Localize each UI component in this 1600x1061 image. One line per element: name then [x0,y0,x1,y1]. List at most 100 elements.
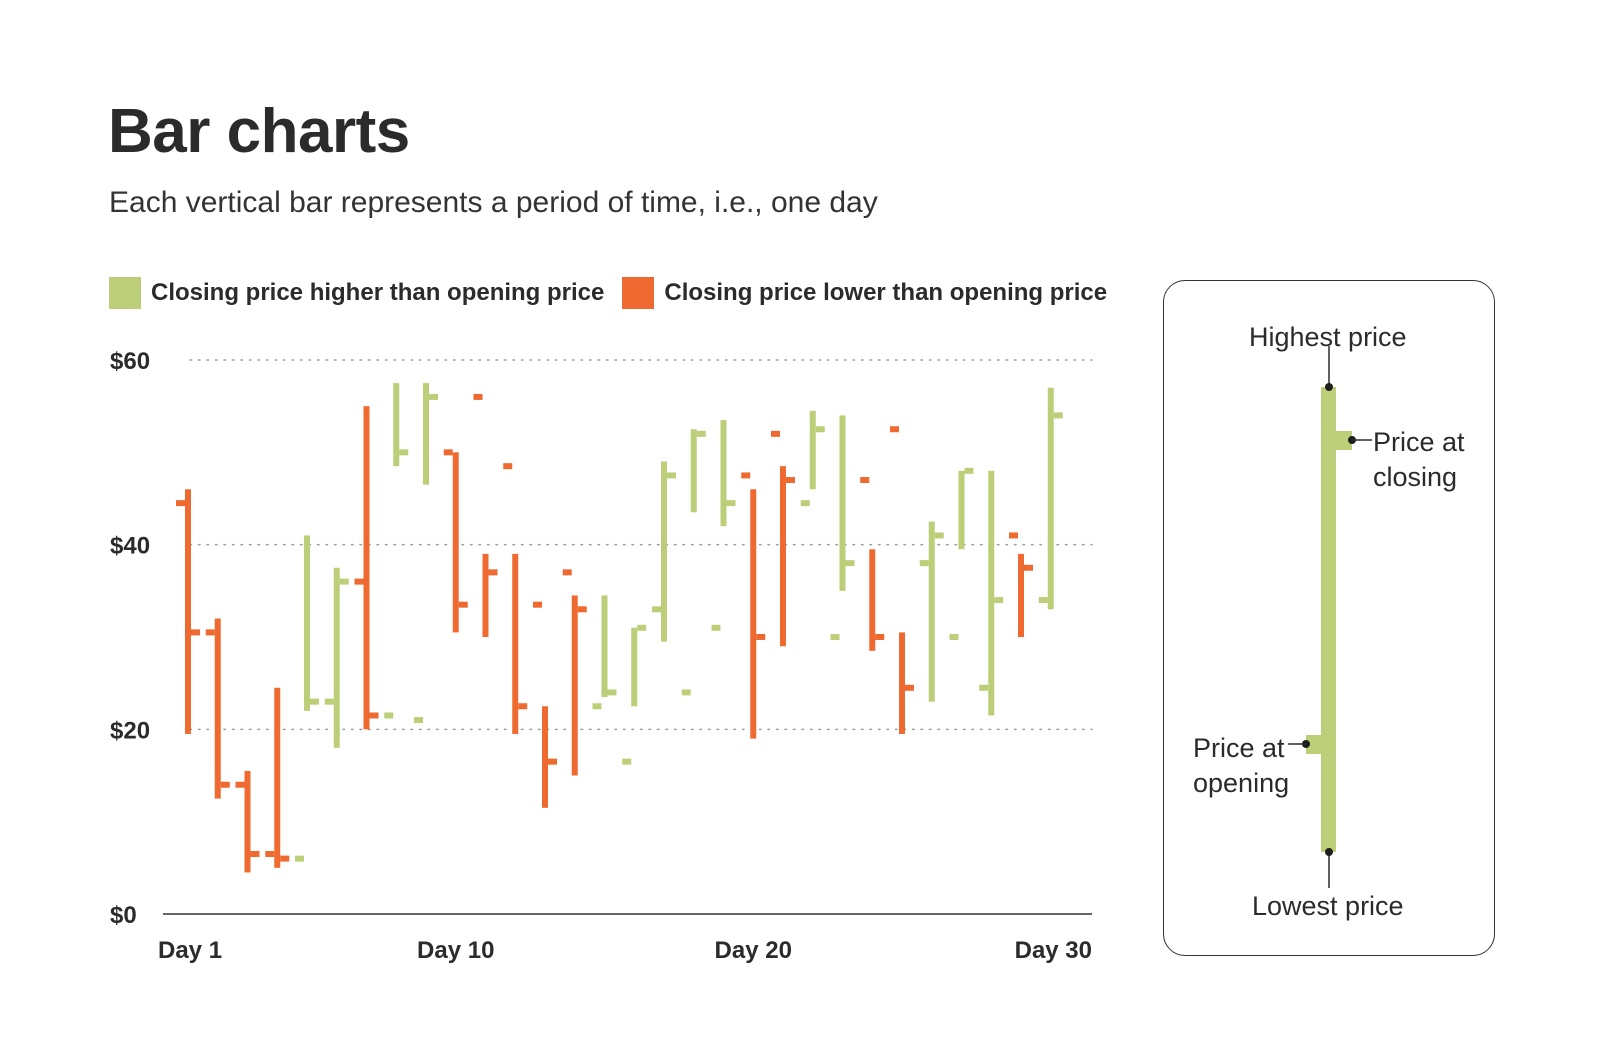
legend-swatch-up [109,277,141,309]
grid-layer [163,359,1093,915]
ohlc-open-tick [800,500,810,507]
ohlc-close-tick [488,569,498,576]
legend-item-up: Closing price higher than opening price [109,277,604,309]
ohlc-open-tick [562,569,572,576]
ohlc-close-tick [548,758,557,765]
ohlc-close-tick [905,684,914,691]
ohlc-open-tick [860,477,870,484]
ohlc-open-tick [711,624,721,631]
x-tick-label: Day 10 [417,937,494,964]
ohlc-bar-range [482,553,489,637]
explainer-diagram: Highest price Price at closing Price at … [1193,322,1465,921]
high-dot [1325,383,1333,391]
ohlc-bar-range [512,553,519,734]
ohlc-close-tick [518,703,528,710]
ohlc-open-tick [890,426,899,433]
ohlc-open-tick [771,430,780,437]
legend-item-down: Closing price lower than opening price [622,277,1107,309]
y-tick-label: $20 [110,717,150,744]
legend-swatch-down [622,277,655,309]
ohlc-open-tick [681,689,691,696]
y-tick-label: $60 [110,348,150,375]
ohlc-bar-range [214,618,221,799]
ohlc-open-tick [384,712,394,719]
ohlc-close-tick [875,634,885,640]
ohlc-open-tick [592,703,602,710]
legend-label-down: Closing price lower than opening price [664,279,1108,306]
ohlc-bar-range [274,687,281,868]
ohlc-bar-range [928,521,935,702]
x-axis-labels: Day 1 Day 10 Day 20 Day 30 [158,937,1092,964]
ohlc-close-tick [577,606,587,613]
ohlc-bar-range [333,567,340,748]
ohlc-bar-range [839,415,846,591]
price-bars [176,383,1063,873]
ohlc-close-tick [667,472,676,479]
ohlc-close-tick [339,578,349,585]
ohlc-bar-range [244,770,251,873]
ohlc-close-tick [964,467,974,474]
ohlc-close-tick [1053,412,1063,419]
ohlc-bar-range [393,383,400,467]
ohlc-close-tick [310,698,319,705]
ohlc-bar-range [304,535,310,711]
y-axis-labels: $0 $20 $40 $60 [110,348,150,929]
ohlc-bar-range [452,452,459,633]
ohlc-open-tick [324,698,334,705]
closing-price-label-line1: Price at [1373,427,1465,457]
ohlc-open-tick [414,717,423,724]
ohlc-bar-range [661,461,667,642]
y-tick-label: $0 [110,902,137,929]
ohlc-close-tick [458,601,468,608]
ohlc-bar-range [571,595,578,776]
ohlc-open-tick [265,850,275,857]
ohlc-open-tick [830,634,840,640]
ohlc-bar-range [869,549,876,651]
highest-price-label: Highest price [1249,322,1407,352]
ohlc-bar-range [601,595,608,698]
chart-legend: Closing price higher than opening price … [109,277,1125,309]
ohlc-open-tick [652,606,661,613]
ohlc-close-tick [280,855,290,862]
ohlc-open-tick [443,449,453,456]
y-tick-label: $40 [110,533,150,560]
ohlc-close-tick [220,781,230,788]
example-open-tick [1306,735,1321,754]
ohlc-bar-range [720,420,727,527]
ohlc-open-tick [533,601,542,608]
ohlc-bar-range [423,383,429,485]
x-tick-label: Day 20 [715,937,792,964]
ohlc-close-tick [756,634,766,640]
ohlc-open-tick [1009,532,1018,539]
ohlc-close-tick [726,500,736,507]
ohlc-bar-range [750,489,757,739]
ohlc-bar-range [185,489,191,734]
ohlc-bar-range [780,466,786,647]
ohlc-open-tick [919,560,929,567]
ohlc-close-tick [815,426,825,433]
ohlc-open-tick [354,578,364,585]
ohlc-bar-range [1047,387,1054,610]
ohlc-open-tick [741,472,751,479]
legend-label-up: Closing price higher than opening price [151,279,605,306]
lowest-price-label: Lowest price [1252,891,1404,921]
ohlc-open-tick [979,684,989,691]
ohlc-close-tick [637,624,647,631]
ohlc-open-tick [295,855,304,862]
ohlc-close-tick [607,689,617,696]
ohlc-close-tick [994,597,1004,604]
opening-price-label-line1: Price at [1193,733,1285,763]
ohlc-open-tick [949,634,959,640]
explainer-panel [1163,280,1495,956]
ohlc-open-tick [176,500,185,507]
ohlc-open-tick [503,463,513,470]
closing-price-label-line2: closing [1373,462,1457,492]
x-tick-label: Day 1 [158,937,222,964]
page-subtitle: Each vertical bar represents a period of… [109,186,878,219]
ohlc-bar-range [542,706,548,808]
ohlc-open-tick [473,393,483,400]
x-tick-label: Day 30 [1015,937,1092,964]
ohlc-bar-range [363,406,370,730]
example-price-bar [1321,387,1336,852]
